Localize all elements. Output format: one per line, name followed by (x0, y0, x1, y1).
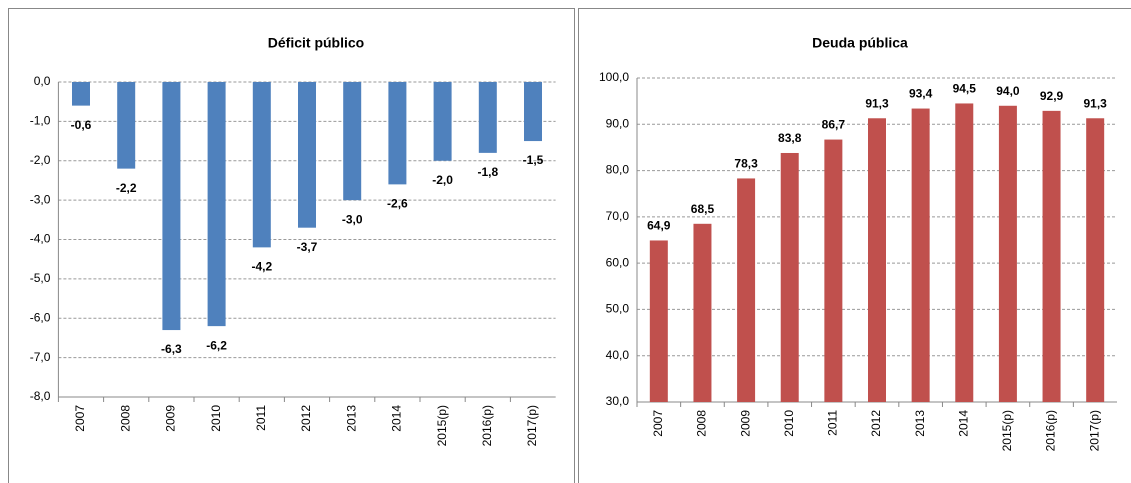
y-tick-label: 90,0 (606, 116, 630, 130)
value-label: 68,5 (691, 202, 715, 216)
bar (207, 82, 226, 327)
y-tick-label: -7,0 (30, 350, 51, 364)
y-tick-label: -4,0 (30, 232, 51, 246)
value-label: -2,2 (116, 181, 137, 195)
bar (478, 82, 497, 153)
x-tick-label: 2017(p) (525, 405, 539, 446)
value-label: 93,4 (909, 87, 933, 101)
bar (162, 82, 181, 331)
x-tick-label: 2013 (913, 410, 927, 437)
value-label: -6,3 (161, 342, 182, 356)
bar (1042, 110, 1061, 402)
x-tick-label: 2009 (164, 405, 178, 432)
value-label: -3,0 (342, 212, 363, 226)
x-tick-label: 2007 (73, 405, 87, 432)
value-label: -4,2 (251, 260, 272, 274)
bar (524, 82, 542, 142)
bar (252, 82, 271, 248)
x-tick-label: 2015(p) (435, 405, 449, 446)
x-tick-label: 2008 (118, 405, 132, 432)
x-tick-label: 2009 (738, 410, 752, 437)
x-tick-label: 2014 (956, 410, 970, 437)
bar (649, 240, 668, 402)
x-tick-label: 2011 (254, 405, 268, 431)
x-tick-label: 2011 (826, 410, 840, 436)
bar (433, 82, 452, 161)
y-tick-label: 70,0 (606, 209, 630, 223)
panel-border (578, 8, 1131, 483)
y-tick-label: 40,0 (606, 348, 630, 362)
value-label: 64,9 (647, 219, 671, 233)
y-tick-label: -8,0 (30, 389, 51, 403)
value-label: 78,3 (734, 157, 758, 171)
bar (824, 139, 843, 402)
value-label: -3,7 (297, 240, 318, 254)
x-tick-label: 2010 (782, 410, 796, 437)
bar (737, 178, 756, 402)
chart-title: Deuda pública (812, 35, 908, 51)
bar (72, 82, 90, 106)
bar (998, 105, 1017, 403)
value-label: -2,0 (432, 173, 453, 187)
x-tick-label: 2015(p) (1000, 410, 1014, 451)
bar (693, 223, 712, 402)
y-tick-label: -5,0 (30, 271, 51, 285)
x-tick-label: 2010 (209, 405, 223, 432)
x-tick-label: 2007 (651, 410, 665, 437)
value-label: -1,8 (477, 165, 498, 179)
value-label: -1,5 (523, 153, 544, 167)
x-tick-label: 2012 (869, 410, 883, 437)
y-tick-label: 100,0 (599, 70, 629, 84)
value-label: -2,6 (387, 197, 408, 211)
bar (298, 82, 316, 228)
value-label: -6,2 (206, 338, 227, 352)
value-label: -0,6 (71, 118, 92, 132)
bar (388, 82, 407, 185)
bar (911, 108, 930, 402)
x-tick-label: 2016(p) (1044, 410, 1058, 451)
bar (868, 118, 886, 403)
y-tick-label: 30,0 (606, 394, 630, 408)
y-tick-label: -1,0 (30, 114, 51, 128)
chart-title: Déficit público (268, 35, 364, 51)
bar (955, 103, 974, 402)
value-label: 92,9 (1040, 89, 1064, 103)
y-tick-label: 0,0 (34, 74, 51, 88)
y-tick-label: 80,0 (606, 163, 630, 177)
value-label: 86,7 (822, 118, 846, 132)
x-tick-label: 2017(p) (1087, 410, 1101, 451)
value-label: 83,8 (778, 131, 802, 145)
y-tick-label: -3,0 (30, 192, 51, 206)
bar (1086, 118, 1105, 403)
y-tick-label: 60,0 (606, 255, 630, 269)
x-tick-label: 2012 (299, 405, 313, 432)
y-tick-label: -2,0 (30, 153, 51, 167)
value-label: 91,3 (865, 96, 889, 110)
y-tick-label: -6,0 (30, 310, 51, 324)
value-label: 91,3 (1084, 96, 1108, 110)
bar (780, 152, 799, 402)
panel-border (8, 8, 575, 483)
x-tick-label: 2013 (344, 405, 358, 432)
x-tick-label: 2008 (695, 410, 709, 437)
bar (343, 82, 362, 201)
bar (117, 82, 136, 169)
x-tick-label: 2014 (390, 405, 404, 432)
x-tick-label: 2016(p) (480, 405, 494, 446)
value-label: 94,5 (953, 82, 977, 96)
y-tick-label: 50,0 (606, 302, 630, 316)
value-label: 94,0 (996, 84, 1020, 98)
